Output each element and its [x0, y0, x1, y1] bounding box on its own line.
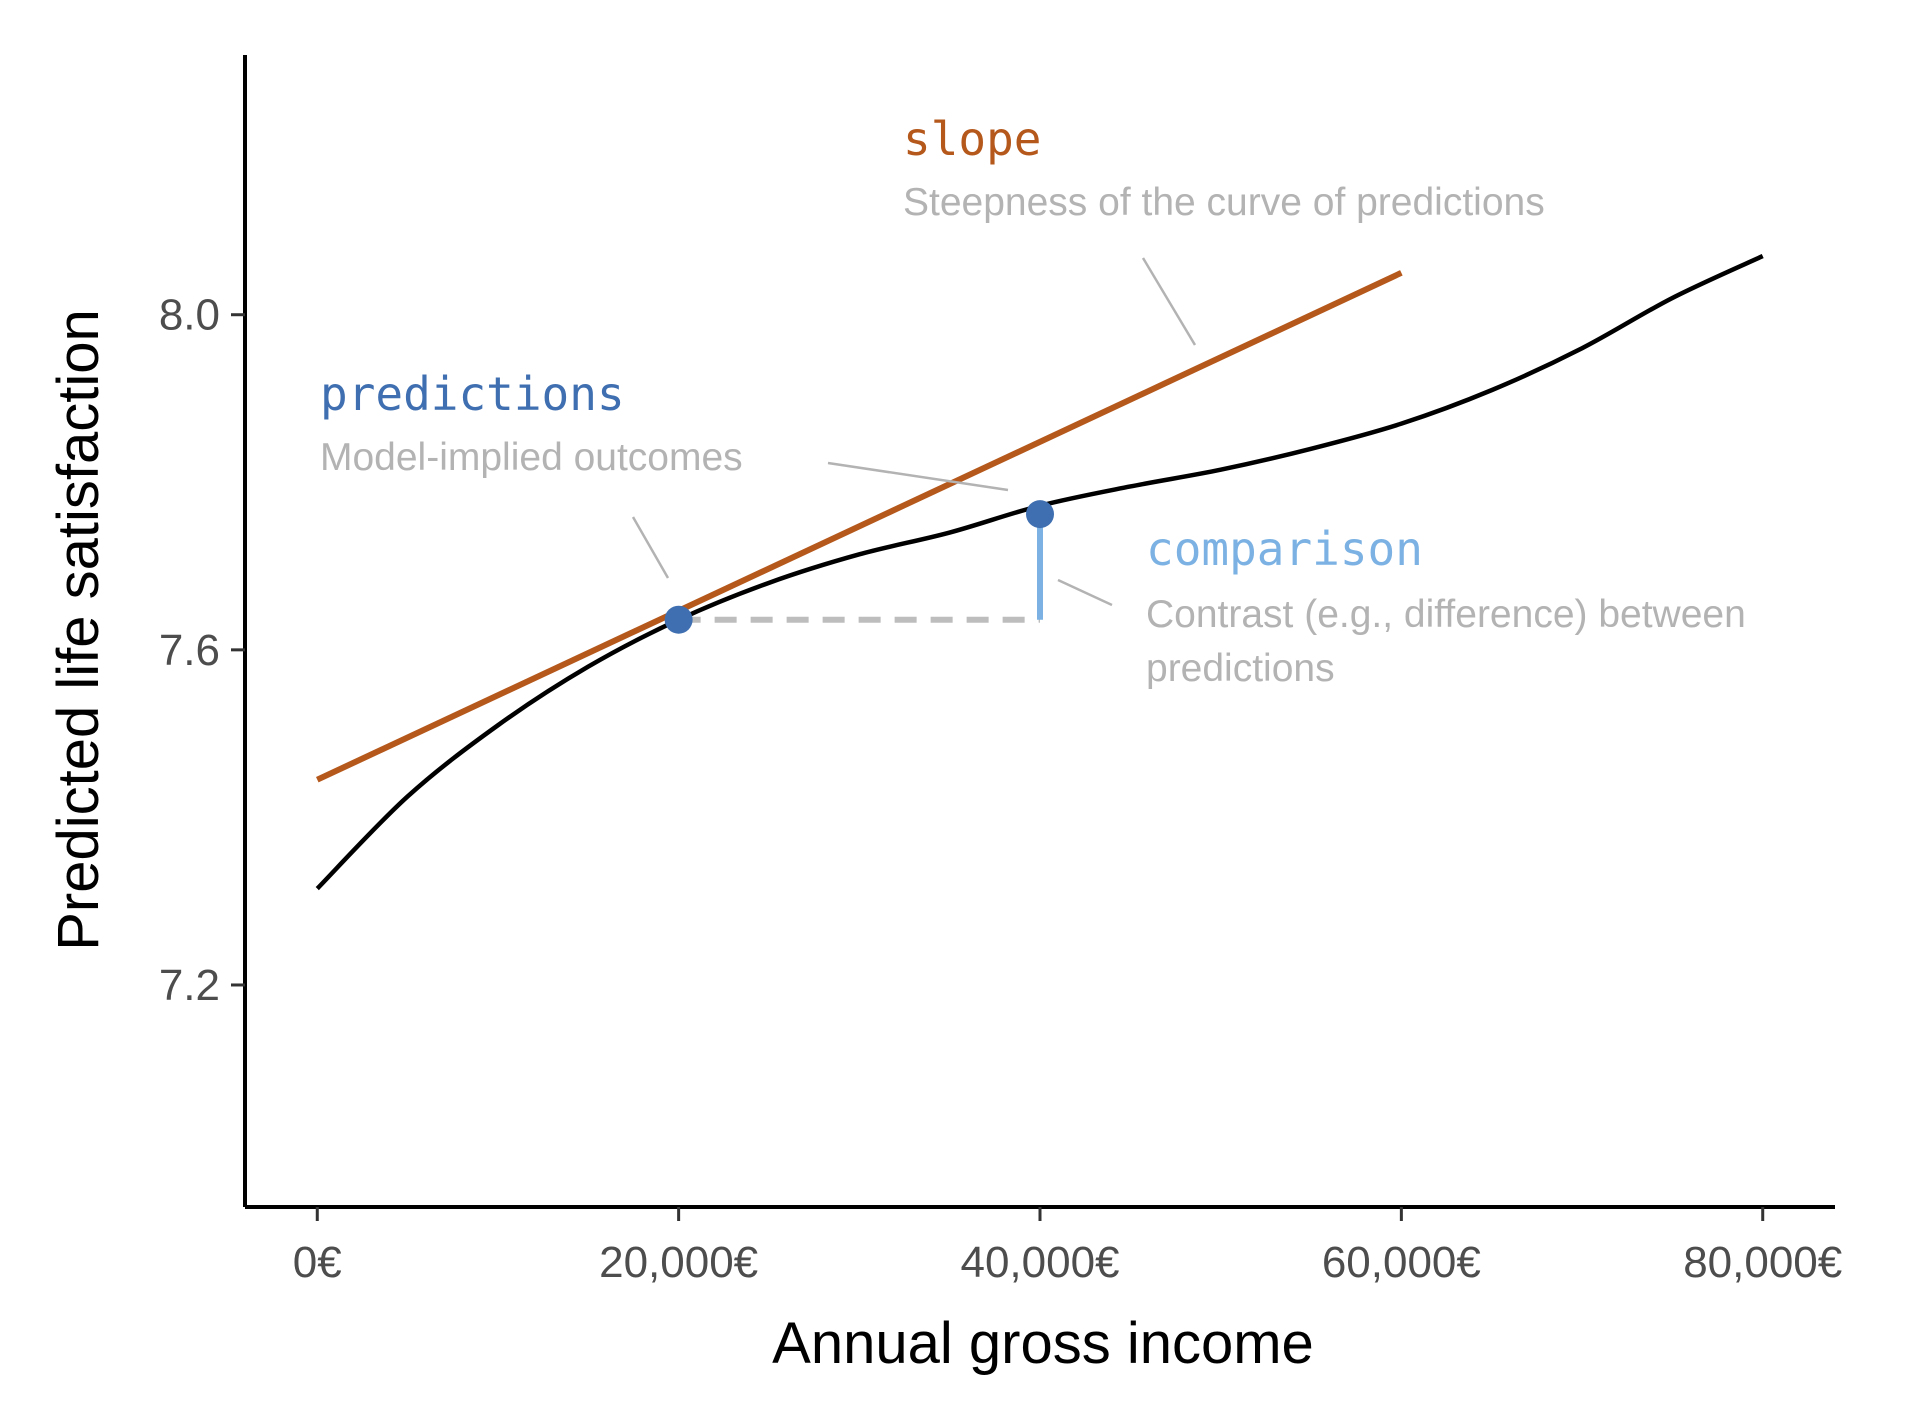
x-tick-label: 0€: [293, 1238, 342, 1287]
annotation-slope: slope Steepness of the curve of predicti…: [903, 112, 1545, 224]
y-tick-label: 8.0: [159, 291, 220, 340]
annotation-slope-desc: Steepness of the curve of predictions: [903, 181, 1545, 224]
x-tick-label: 80,000€: [1683, 1238, 1842, 1287]
slope-tangent-line: [316, 270, 1403, 783]
y-axis-title: Predicted life satisfaction: [46, 309, 111, 951]
slope-leader-line: [1141, 257, 1197, 346]
prediction-point-2: [1026, 500, 1054, 529]
comparison-leader-line: [1057, 578, 1113, 607]
x-axis-title: Annual gross income: [772, 1311, 1314, 1376]
annotation-comparison: comparison Contrast (e.g., difference) b…: [1146, 522, 1746, 690]
x-tick-label: 60,000€: [1322, 1238, 1481, 1287]
predictions-leader-line-a: [827, 461, 1009, 492]
annotation-comparison-desc-line-2: predictions: [1146, 647, 1335, 690]
x-tick-label: 40,000€: [960, 1238, 1119, 1287]
annotation-predictions: predictions Model-implied outcomes: [320, 367, 743, 479]
x-tick-label: 20,000€: [599, 1238, 758, 1287]
y-tick-label: 7.6: [159, 626, 220, 675]
y-tick-label: 7.2: [159, 961, 220, 1010]
plot-area: 0€ 20,000€ 40,000€ 60,000€ 80,000€ 7.2 7.6 8.0: [159, 55, 1842, 1287]
annotation-slope-title: slope: [903, 112, 1041, 166]
annotation-predictions-title: predictions: [320, 367, 625, 421]
annotation-comparison-title: comparison: [1146, 522, 1423, 576]
prediction-point-1: [664, 605, 693, 634]
annotation-predictions-desc: Model-implied outcomes: [320, 436, 743, 479]
annotation-comparison-desc-line-1: Contrast (e.g., difference) between: [1146, 593, 1746, 636]
predictions-leader-line-b: [631, 516, 670, 579]
